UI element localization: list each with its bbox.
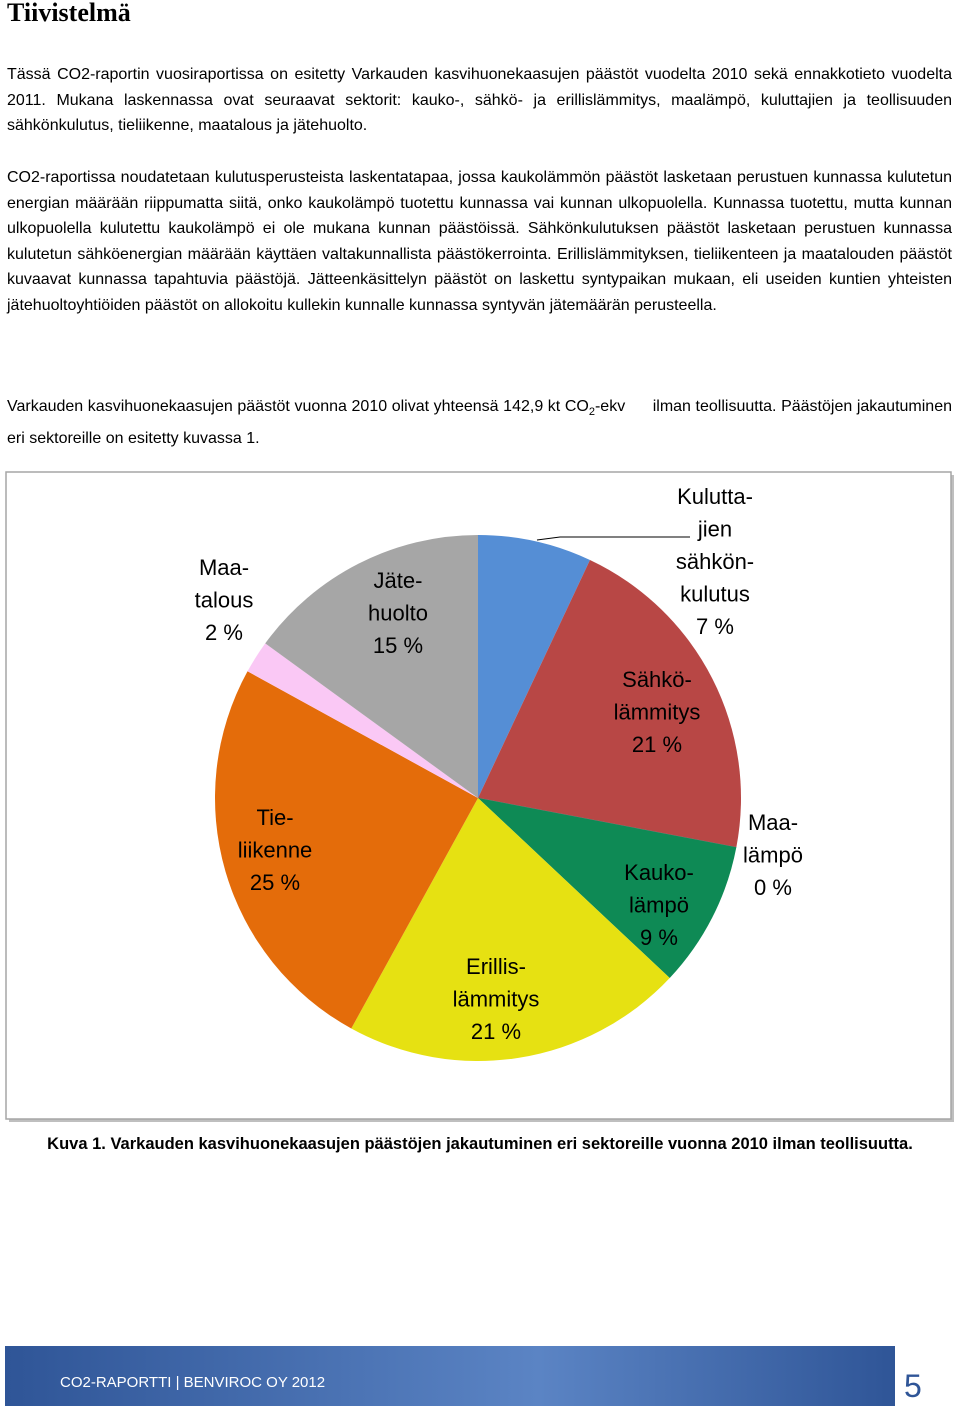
label-line: Kauko- [624, 860, 694, 885]
text: -ekv ilman teollisuutta. Päästöjen jakau… [7, 398, 957, 447]
text: Varkauden kasvihuonekaasujen päästöt vuo… [7, 398, 589, 415]
slice-label: Tie-liikenne [238, 805, 313, 863]
footer-band: CO2-RAPORTTI | BENVIROC OY 2012 [5, 1346, 895, 1406]
slice-label: Kauko-lämpö [624, 860, 694, 918]
label-line: Jäte- [374, 568, 423, 593]
pie-slice [265, 535, 478, 798]
value-label: 2 % [205, 620, 243, 645]
slice-label: Maa-lämpö [743, 810, 803, 868]
label-line: lämmitys [453, 986, 540, 1011]
label-line: sähkön- [676, 549, 754, 574]
label-line: jien [697, 516, 732, 541]
pie-slice [478, 798, 737, 979]
label-line: Erillis- [466, 954, 526, 979]
slice-label: Erillis-lämmitys [453, 954, 540, 1012]
slice-label: Sähkö-lämmitys [614, 667, 701, 725]
leader-line [536, 536, 690, 541]
caption: Kuva 1. Varkauden kasvihuonekaasujen pää… [47, 1135, 913, 1153]
label-line: Sähkö- [622, 667, 692, 692]
slice-label: Maa-talous [195, 555, 254, 613]
pie-slice [478, 560, 741, 848]
value-label: 15 % [373, 633, 423, 658]
pie-slice [247, 643, 478, 798]
label-line: Maa- [748, 810, 798, 835]
value-label: 21 % [471, 1019, 521, 1044]
label-line: lämmitys [614, 699, 701, 724]
value-label: 25 % [250, 870, 300, 895]
title: Tiivistelmä [7, 0, 131, 27]
value-label: 7 % [696, 614, 734, 639]
value-label: 0 % [754, 875, 792, 900]
slice-label: Jäte-huolto [368, 568, 428, 626]
chart: Kulutta-jien sähkön-kulutus 7 % Sähkö-lämmi… [5, 471, 954, 1122]
footer-text: CO2-RAPORTTI | BENVIROC OY 2012 [60, 1374, 326, 1391]
value-label: 9 % [640, 925, 678, 950]
label-line: Kulutta- [677, 484, 753, 509]
label-line: kulutus [680, 581, 750, 606]
paragraph: CO2-raportissa noudatetaan kulutusperust… [7, 169, 952, 314]
pie-slice [478, 535, 590, 798]
paragraph: Tässä CO2-raportin vuosiraportissa on es… [7, 66, 952, 135]
pie-slice [215, 671, 478, 1029]
subscript: 2 [588, 406, 595, 419]
label-line: liikenne [238, 837, 313, 862]
page-number: 5 [904, 1368, 922, 1404]
paragraph: Varkauden kasvihuonekaasujen päästöt vuo… [7, 394, 952, 451]
value-label: 21 % [632, 732, 682, 757]
pie-slice [351, 798, 670, 1061]
label-line: lämpö [743, 842, 803, 867]
label-line: talous [195, 587, 254, 612]
label-line: Tie- [256, 805, 293, 830]
label-line: lämpö [629, 892, 689, 917]
label-line: huolto [368, 600, 428, 625]
label-line: Maa- [199, 555, 249, 580]
slice-label: Kulutta-jien sähkön-kulutus [676, 484, 754, 607]
